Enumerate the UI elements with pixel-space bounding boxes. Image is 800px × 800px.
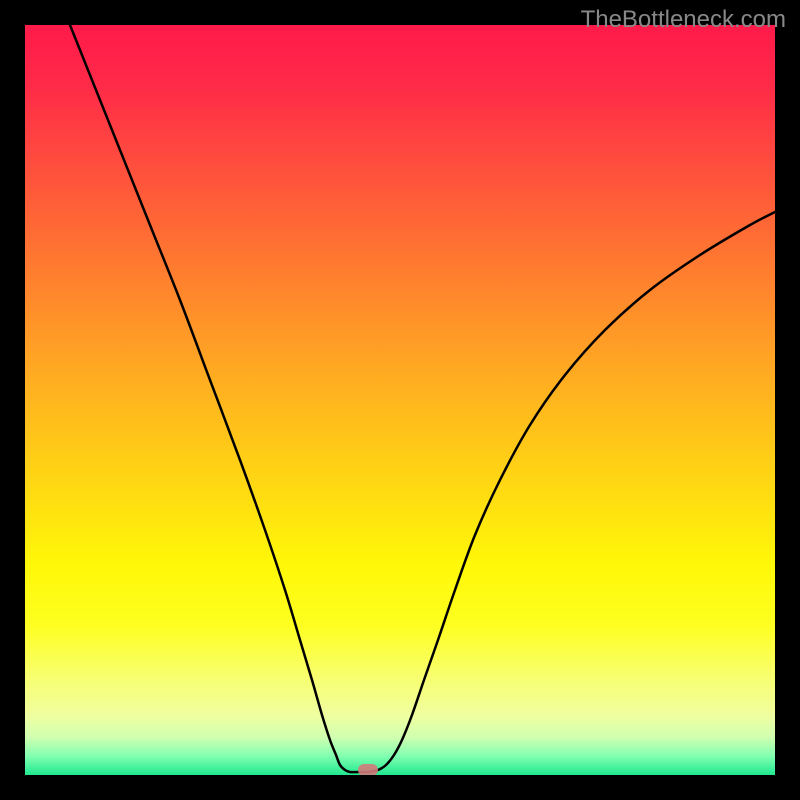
chart-container: TheBottleneck.com bbox=[0, 0, 800, 800]
chart-background bbox=[25, 25, 775, 775]
watermark-text: TheBottleneck.com bbox=[581, 6, 786, 34]
optimal-point-marker bbox=[358, 764, 378, 776]
bottleneck-chart bbox=[0, 0, 800, 800]
